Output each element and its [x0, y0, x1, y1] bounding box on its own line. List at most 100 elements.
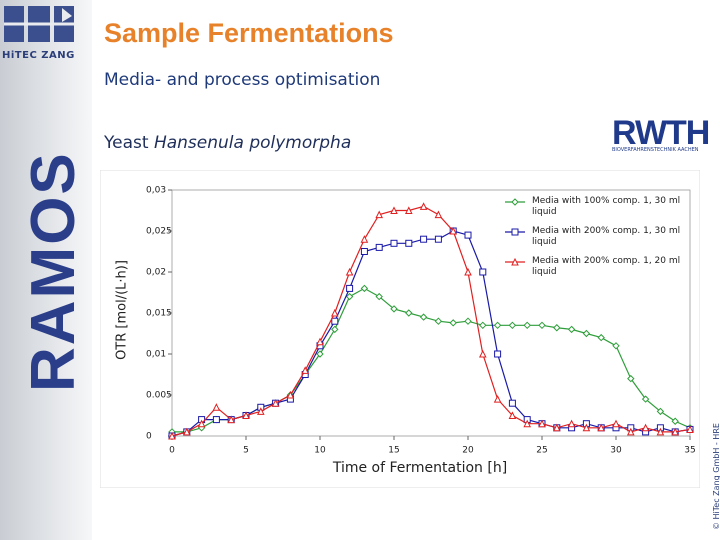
marker	[567, 419, 576, 428]
marker	[405, 239, 413, 247]
marker	[242, 411, 250, 419]
x-tick-label: 35	[684, 446, 695, 456]
y-axis-label: OTR [mol/(L·h)]	[115, 260, 130, 360]
marker	[212, 403, 221, 411]
y-tick-label: 0,025	[146, 227, 172, 237]
marker	[375, 210, 384, 219]
marker	[523, 321, 531, 330]
marker	[360, 235, 369, 243]
marker	[686, 425, 694, 433]
marker	[656, 407, 665, 416]
marker	[493, 394, 502, 403]
series-line	[171, 205, 691, 437]
x-tick-label: 5	[243, 446, 249, 456]
marker	[511, 228, 519, 236]
marker	[434, 317, 443, 325]
organism-prefix: Yeast	[104, 133, 149, 153]
marker	[479, 321, 487, 330]
x-tick-label: 0	[169, 446, 175, 456]
marker	[464, 267, 472, 276]
organism-line: Yeast Hansenula polymorpha	[104, 133, 351, 153]
marker	[346, 284, 354, 292]
marker	[582, 423, 591, 432]
y-tick-label: 0,03	[146, 186, 166, 196]
sidebar	[0, 0, 92, 540]
marker	[360, 284, 369, 293]
x-tick-label: 20	[462, 446, 474, 456]
marker	[538, 321, 546, 330]
marker	[479, 268, 487, 276]
marker	[345, 267, 354, 276]
legend-label: Media with 100% comp. 1, 30 ml liquid	[532, 196, 681, 217]
marker	[419, 313, 428, 321]
marker	[671, 417, 679, 425]
marker	[508, 399, 516, 407]
legend-entry: Media with 200% comp. 1, 30 ml liquid	[532, 226, 681, 247]
marker	[511, 198, 519, 206]
marker	[420, 235, 428, 243]
marker	[464, 231, 472, 239]
x-tick-label: 30	[610, 446, 622, 456]
marker	[478, 349, 487, 358]
marker	[227, 415, 236, 424]
marker	[345, 292, 354, 301]
marker	[627, 374, 635, 383]
marker	[331, 325, 339, 334]
x-tick-label: 25	[536, 446, 547, 456]
logo-graphic	[4, 6, 74, 42]
marker	[493, 321, 502, 330]
y-tick-label: 0,01	[146, 350, 166, 360]
marker	[494, 350, 502, 358]
marker	[626, 427, 635, 436]
product-name: RAMOS	[19, 151, 88, 392]
marker	[612, 419, 620, 428]
marker	[419, 202, 428, 210]
chart: OTR [mol/(L·h)] Time of Fermentation [h]…	[100, 170, 700, 488]
marker	[597, 423, 606, 432]
marker	[641, 395, 650, 403]
marker	[197, 419, 206, 428]
slide-subtitle: Media- and process optimisation	[104, 70, 381, 90]
marker	[390, 239, 398, 247]
organism-species: Hansenula polymorpha	[153, 133, 352, 153]
marker	[375, 292, 383, 301]
marker	[316, 337, 324, 346]
y-tick-label: 0	[146, 432, 152, 442]
marker	[212, 416, 220, 424]
x-tick-label: 10	[314, 446, 326, 456]
marker	[538, 419, 546, 428]
marker	[271, 399, 280, 407]
marker	[552, 423, 561, 432]
marker	[567, 325, 576, 334]
marker	[508, 321, 517, 330]
y-tick-label: 0.005	[146, 391, 172, 401]
marker	[553, 324, 561, 332]
marker	[405, 309, 413, 317]
marker	[656, 427, 665, 436]
marker	[464, 317, 472, 325]
marker	[511, 257, 519, 266]
marker	[286, 390, 295, 399]
marker	[449, 226, 458, 235]
marker	[612, 342, 620, 350]
marker	[449, 319, 457, 327]
marker	[316, 350, 324, 358]
partner-logo: RWTH	[612, 114, 710, 152]
marker	[360, 248, 368, 255]
y-tick-label: 0,02	[146, 268, 166, 278]
legend-label: Media with 200% comp. 1, 30 ml liquid	[532, 226, 681, 247]
x-tick-label: 15	[388, 446, 399, 456]
legend-entry: Media with 200% comp. 1, 20 ml liquid	[532, 256, 681, 277]
marker	[390, 206, 398, 214]
marker	[434, 235, 442, 243]
marker	[582, 329, 591, 338]
legend-label: Media with 200% comp. 1, 20 ml liquid	[532, 256, 681, 277]
logo-text: HiTEC ZANG	[2, 50, 75, 61]
marker	[375, 243, 383, 251]
x-axis-label: Time of Fermentation [h]	[332, 460, 507, 476]
y-tick-label: 0,015	[146, 309, 172, 319]
marker	[331, 317, 339, 325]
marker	[404, 206, 413, 214]
partner-subtitle: BIOVERFAHRENSTECHNIK AACHEN	[612, 147, 699, 153]
